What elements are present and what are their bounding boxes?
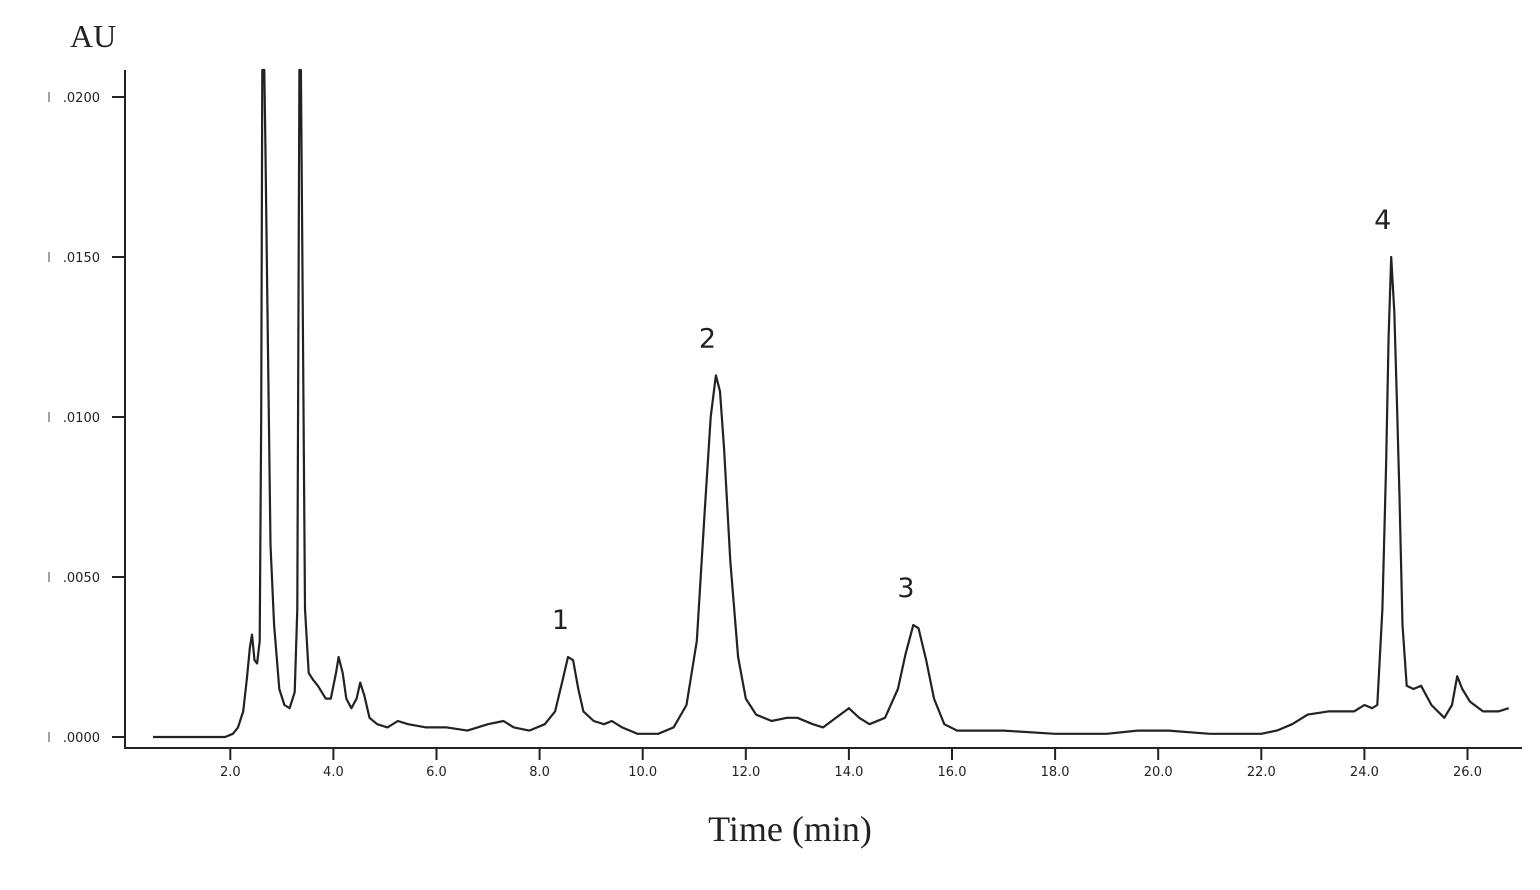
peak-label-3: 3 [897, 573, 914, 604]
x-tick-label: 22.0 [1247, 765, 1276, 780]
ticks: .0000 .0050 .0100 .0150 .0200 2.0 4.0 6.0 8.0 10.… [48, 91, 1482, 780]
y-axis-title: AU [70, 18, 117, 54]
axes [124, 70, 1522, 749]
x-axis-title: Time (min) [708, 809, 872, 849]
x-tick-label: 2.0 [220, 765, 241, 780]
chromatogram-trace [153, 68, 1510, 739]
y-tick-label: .0000 [63, 731, 100, 746]
peak-label-4: 4 [1374, 205, 1391, 236]
x-tick-label: 26.0 [1453, 765, 1482, 780]
y-tick-label: .0200 [63, 91, 100, 106]
x-tick-label: 16.0 [938, 765, 967, 780]
y-tick-label: .0150 [63, 251, 100, 266]
peak-labels: 1 2 3 4 [552, 205, 1391, 636]
x-tick-label: 10.0 [628, 765, 657, 780]
x-tick-label: 6.0 [426, 765, 447, 780]
x-tick-label: 12.0 [731, 765, 760, 780]
y-tick-label: .0050 [63, 571, 100, 586]
x-tick-label: 20.0 [1144, 765, 1173, 780]
peak-label-1: 1 [552, 605, 569, 636]
x-tick-label: 24.0 [1350, 765, 1379, 780]
x-tick-label: 4.0 [323, 765, 344, 780]
trace-line [153, 68, 1510, 739]
x-tick-label: 14.0 [834, 765, 863, 780]
x-tick-label: 8.0 [529, 765, 550, 780]
peak-label-2: 2 [699, 323, 716, 354]
x-tick-label: 18.0 [1041, 765, 1070, 780]
y-tick-label: .0100 [63, 411, 100, 426]
